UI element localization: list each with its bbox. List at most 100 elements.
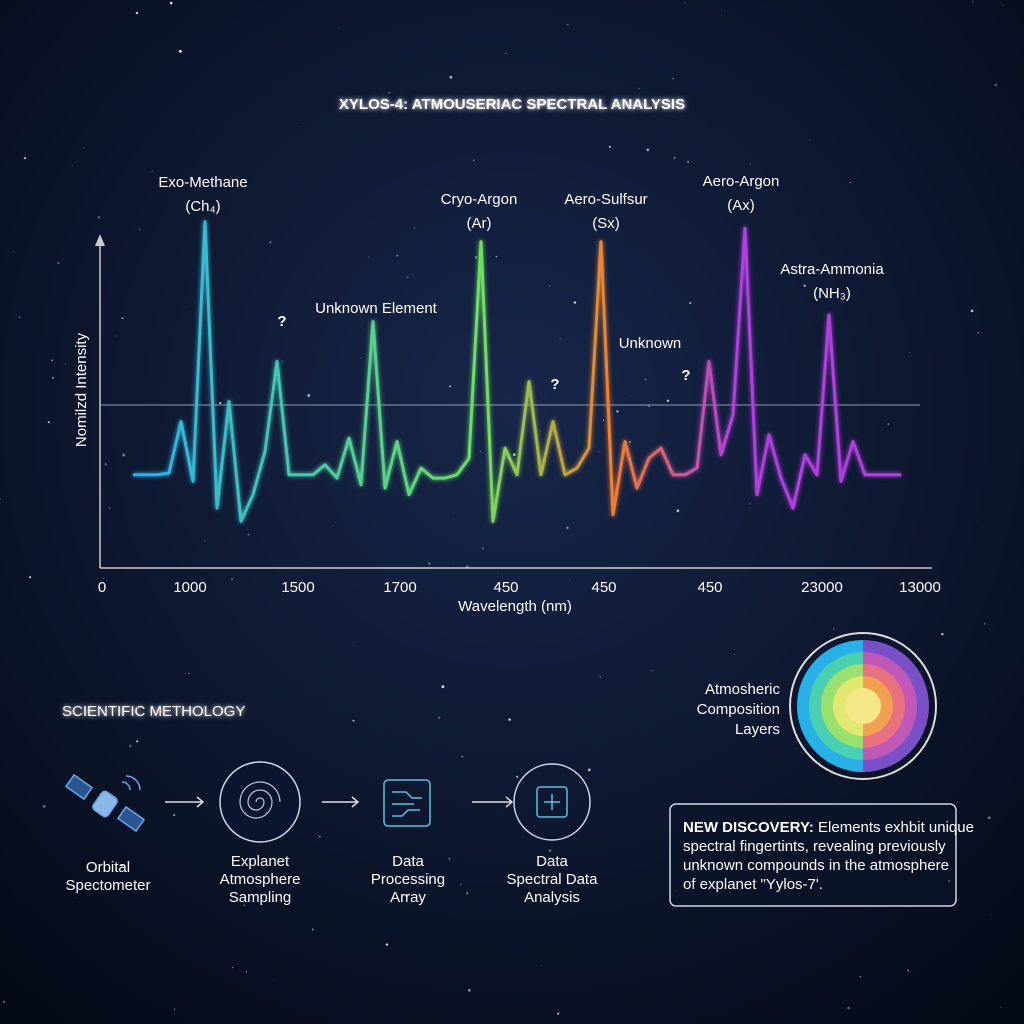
discovery-line: spectral fingertints, revealing previous… bbox=[683, 838, 946, 855]
star bbox=[721, 14, 722, 16]
x-tick-label: 23000 bbox=[801, 579, 843, 596]
star bbox=[638, 87, 640, 90]
atmosphere-icon bbox=[219, 761, 301, 843]
peak-formula: (Sx) bbox=[592, 215, 620, 232]
star bbox=[437, 716, 441, 719]
peak-formula: (Ch₄) bbox=[185, 198, 220, 215]
x-tick-label: 1000 bbox=[173, 579, 206, 596]
star bbox=[42, 804, 46, 808]
star bbox=[104, 463, 107, 466]
star bbox=[359, 358, 361, 359]
spectrum-chart: 0 1000 1500 1700 450 450 450 23000 13000 Exo-Meth… bbox=[98, 173, 941, 596]
step-label: Sampling bbox=[229, 889, 292, 906]
star bbox=[97, 216, 101, 219]
star bbox=[616, 410, 619, 413]
star bbox=[231, 578, 234, 581]
step-label: Atmosphere bbox=[220, 871, 301, 888]
peak-label: ? bbox=[550, 376, 559, 393]
x-tick-label: 0 bbox=[98, 579, 106, 596]
star bbox=[121, 864, 124, 867]
star bbox=[122, 317, 124, 319]
star bbox=[243, 904, 246, 907]
step-label: Spectometer bbox=[65, 877, 150, 894]
star bbox=[319, 835, 321, 838]
star bbox=[138, 228, 141, 231]
star bbox=[676, 509, 680, 513]
arrows bbox=[165, 796, 514, 808]
star bbox=[353, 645, 354, 646]
step-label: Data bbox=[392, 853, 424, 870]
star bbox=[608, 145, 612, 148]
star bbox=[18, 316, 21, 319]
star bbox=[559, 337, 561, 339]
star bbox=[396, 255, 399, 257]
star bbox=[169, 1, 173, 5]
star bbox=[282, 360, 284, 362]
star bbox=[71, 165, 73, 166]
step-label: Processing bbox=[371, 871, 445, 888]
layers-diagram bbox=[789, 632, 937, 780]
star bbox=[47, 421, 50, 424]
star bbox=[269, 241, 272, 244]
star bbox=[984, 623, 986, 625]
star bbox=[474, 256, 478, 259]
peak-formula: (NH₃) bbox=[813, 285, 851, 302]
star bbox=[909, 352, 911, 354]
star bbox=[495, 255, 498, 258]
star bbox=[566, 526, 569, 530]
star bbox=[673, 156, 676, 159]
satellite-icon bbox=[64, 773, 146, 833]
star bbox=[479, 450, 482, 453]
star bbox=[449, 385, 451, 388]
star bbox=[13, 250, 15, 252]
star bbox=[972, 1, 974, 3]
spectrum-line bbox=[133, 220, 901, 523]
star bbox=[634, 101, 635, 103]
processing-icon bbox=[383, 779, 431, 827]
star bbox=[122, 453, 126, 457]
peak-label: Aero-Argon bbox=[703, 173, 780, 190]
peak-formula: (Ax) bbox=[727, 197, 755, 214]
star bbox=[388, 91, 391, 94]
star bbox=[52, 377, 54, 379]
star bbox=[78, 901, 80, 903]
star bbox=[569, 580, 571, 582]
star bbox=[602, 420, 605, 422]
star bbox=[406, 276, 409, 279]
star bbox=[599, 675, 602, 678]
star bbox=[567, 24, 569, 26]
star bbox=[151, 170, 153, 172]
star bbox=[994, 83, 998, 87]
star bbox=[448, 857, 451, 860]
star bbox=[512, 453, 516, 457]
title: XYLOS-4: ATMOUSERIAC SPECTRAL ANALYSIS bbox=[339, 96, 685, 113]
x-tick-label: 450 bbox=[493, 579, 518, 596]
y-axis-arrow bbox=[95, 234, 105, 246]
star bbox=[803, 284, 806, 287]
star bbox=[347, 106, 350, 109]
step-label: Explanet bbox=[231, 853, 290, 870]
x-axis-label: Wavelength (nm) bbox=[458, 598, 572, 615]
star bbox=[645, 378, 647, 381]
star bbox=[136, 740, 139, 743]
star bbox=[587, 768, 591, 772]
star bbox=[128, 744, 132, 748]
star bbox=[259, 485, 260, 486]
peak-label: Astra-Ammonia bbox=[780, 261, 884, 278]
x-tick-label: 450 bbox=[591, 579, 616, 596]
star bbox=[173, 1008, 176, 1011]
star bbox=[970, 309, 974, 313]
step-label: Data bbox=[536, 853, 568, 870]
star bbox=[0, 498, 1, 500]
star bbox=[219, 401, 222, 405]
star bbox=[83, 146, 85, 148]
star bbox=[311, 928, 314, 931]
star bbox=[941, 632, 944, 636]
star bbox=[687, 160, 690, 163]
star bbox=[990, 914, 992, 916]
star bbox=[915, 581, 916, 583]
star bbox=[684, 2, 686, 4]
x-tick-label: 13000 bbox=[899, 579, 941, 596]
